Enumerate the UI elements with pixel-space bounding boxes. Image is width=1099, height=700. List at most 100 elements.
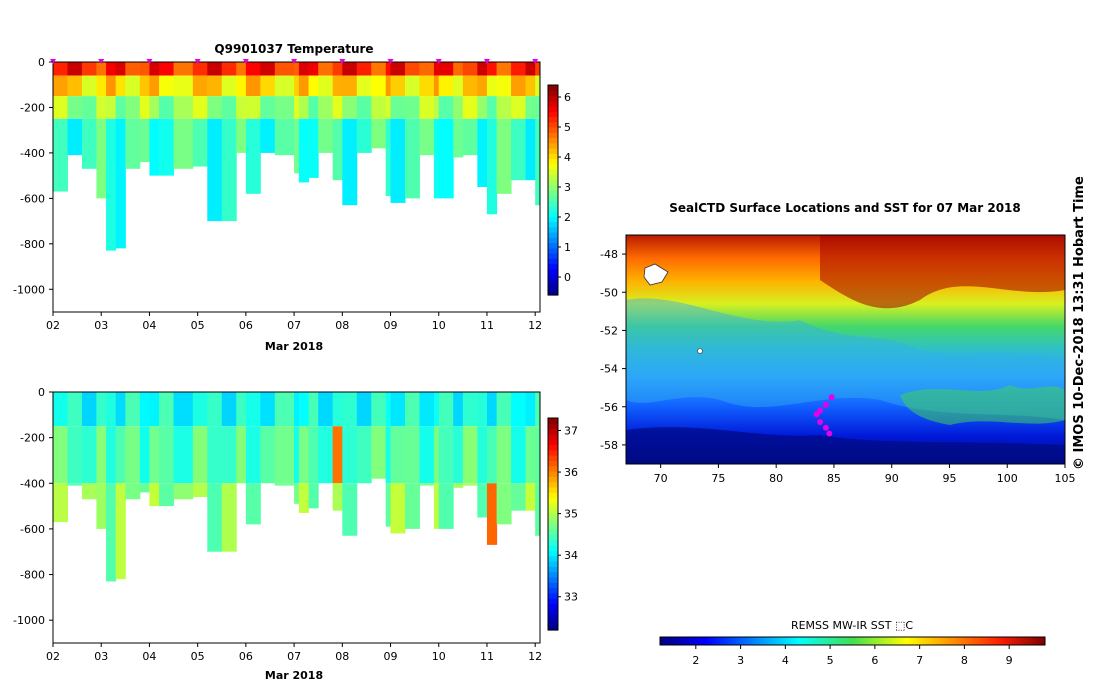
profile-cell [106,426,117,484]
profile-cell [342,75,358,97]
profile-cell [53,426,68,484]
profile-cell [173,96,194,119]
profile-cell [356,96,372,119]
colorbar-tick-label: 4 [564,151,571,164]
x-tick-label: 05 [191,319,205,332]
profile-cell [221,426,237,484]
colorbar-frame [547,417,559,631]
colorbar-segment [548,179,558,186]
profile-cell [245,392,261,427]
profile-cell [236,426,247,484]
profile-cell [342,426,358,484]
colorbar-segment [548,465,558,472]
lon-tick-label: 100 [997,472,1018,485]
cold-southern-water [626,427,1065,464]
x-tick-label: 02 [46,650,60,663]
colorbar-segment [548,153,558,160]
profile-cell [115,392,126,427]
colorbar-segment [548,566,558,573]
profile-marker [483,59,490,64]
profile-cell [462,62,478,76]
profile-cell [53,75,68,97]
x-tick-label: 12 [528,650,542,663]
temperature-colorbar: 6 5 4 3 2 1 0 [547,84,571,296]
profile-cell [404,483,420,529]
profile-cell [433,392,440,427]
profile-cell [318,118,334,153]
profile-cell [477,392,488,427]
profile-cell [535,96,541,119]
profile-cell [371,75,387,97]
profile-marker [532,59,539,64]
profile-cell [419,426,435,484]
y-tick-label: -800 [20,569,45,582]
colorbar-segment [548,148,558,154]
colorbar-segment [548,190,558,196]
colorbar-segment [548,200,558,207]
profile-cell [385,62,392,76]
seal-location-point [822,424,829,431]
profile-cell [511,426,527,484]
profile-cell [342,96,358,119]
profile-cell [294,392,300,427]
profile-cell [192,96,208,119]
profile-cell [298,75,310,97]
lon-tick-label: 95 [942,472,956,485]
profile-cell [390,96,406,119]
seal-track [813,394,835,437]
colorbar-segment [548,289,558,296]
profile-cell [115,96,126,119]
temperature-y-axis: 0 -200 -400 -600 -800 -1000 [13,56,53,296]
colorbar-segment [548,211,558,217]
profile-cell [139,483,150,493]
profile-cell [192,483,208,497]
y-tick-label: -400 [20,477,45,490]
profile-cell [453,426,464,484]
green-eddy [900,385,1065,425]
y-tick-label: 0 [38,56,45,69]
profile-cell [67,75,83,97]
colorbar-tick-label: 34 [564,549,578,562]
profile-cell [433,483,440,529]
profile-cell [81,118,97,169]
colorbar-segment [548,455,558,461]
profile-cell [67,426,83,484]
salinity-y-axis: 0 -200 -400 -600 -800 -1000 [13,386,53,627]
profile-cell [318,426,334,484]
profile-cell [356,62,372,76]
profile-cell [96,483,107,529]
profile-cell [236,96,247,119]
profile-cell [419,118,435,156]
profile-cell [294,62,300,76]
x-tick-label: 11 [480,319,494,332]
colorbar-segment [548,195,558,202]
copyright-stamp: © IMOS 10-Dec-2018 13:31 Hobart Time [1072,176,1087,470]
profile-cell [433,118,440,199]
map-frame [625,234,1066,465]
profile-cell [371,96,387,119]
profile-cell [332,483,343,511]
profile-cell [390,62,406,76]
profile-cell [318,392,334,427]
colorbar-segment [548,444,558,451]
profile-cell [404,75,420,97]
profile-cell [81,392,97,427]
colorbar-segment [548,550,558,557]
colorbar-segment [548,502,558,509]
profile-cell [139,62,150,76]
profile-cell [535,62,541,76]
colorbar-segment [548,624,558,631]
profile-cell [462,96,478,119]
profile-cell [308,426,319,484]
y-tick-label: -200 [20,101,45,114]
profile-cell [433,75,440,97]
colorbar-segment [548,237,558,244]
profile-cell [298,96,310,119]
x-tick-label: 09 [384,650,398,663]
profile-cell [53,62,68,76]
colorbar-segment [548,90,558,97]
colorbar-frame [547,84,559,296]
profile-cell [496,118,512,194]
seal-location-point [828,394,835,401]
colorbar-segment [548,539,558,546]
